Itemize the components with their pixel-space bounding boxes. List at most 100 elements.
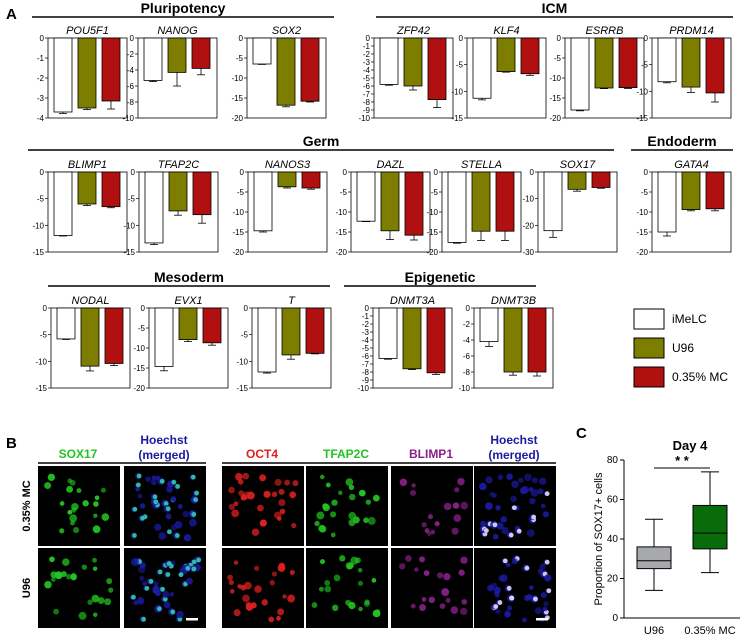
nucleus (443, 502, 452, 511)
bar-0-35-mc (300, 37, 320, 102)
nucleus (233, 609, 241, 617)
bar-0-35-mc (404, 171, 424, 236)
bar-chart-nanog: NANOG 0 -2 -4 -6 -8 -10 (122, 25, 218, 123)
bar-imelc (479, 307, 499, 342)
y-tick-label: 0 (40, 34, 45, 43)
bar-chart-sox2: SOX2 0 -5 -10 -15 -20 (231, 25, 327, 123)
nucleus (352, 516, 360, 524)
y-tick-label: -9 (362, 376, 370, 385)
y-tick-label: -20 (549, 114, 561, 123)
nucleus (443, 572, 451, 581)
bar-chart-nanos3: NANOS3 0 -5 -10 -15 -20 (232, 159, 328, 257)
co-stained-nucleus (190, 474, 196, 480)
y-tick-label: -4 (362, 336, 370, 345)
bar-0-35-mc (101, 37, 121, 102)
bar-0-35-mc (705, 37, 725, 94)
nucleus (108, 587, 114, 593)
co-stained-nucleus (492, 522, 498, 528)
nucleus (65, 573, 72, 580)
y-tick-label: -10 (32, 221, 44, 230)
y-tick-label: -10 (133, 344, 145, 353)
nucleus (91, 594, 100, 603)
y-tick-label: -15 (231, 94, 243, 103)
nucleus (104, 598, 112, 606)
nucleus (419, 556, 426, 563)
nucleus (458, 569, 465, 576)
bar-u96 (594, 37, 614, 89)
micrograph-background (222, 548, 304, 628)
bar-chart-dnmt3b: DNMT3B 0 -2 -4 -6 -8 -10 (458, 295, 554, 393)
channel-label-hoechst-merged: Hoechst (490, 433, 537, 447)
nucleus (439, 603, 446, 609)
y-tick-label: -20 (133, 384, 145, 393)
nucleus (529, 497, 536, 505)
nucleus (282, 594, 287, 599)
channel-label-sox17: SOX17 (59, 447, 98, 461)
y-tick-label: -10 (358, 114, 370, 123)
bar-0-35-mc (191, 37, 211, 69)
gene-title: SOX17 (560, 159, 596, 171)
bar-chart-prdm14: PRDM14 0 -5 -10 -15 (636, 25, 732, 123)
box-0-35-mc: 0.35% MC (684, 471, 736, 637)
nucleus (330, 532, 336, 538)
nucleus (539, 563, 546, 570)
gene-title: T (288, 295, 296, 307)
nucleus (183, 533, 192, 542)
bar-imelc (53, 37, 73, 113)
nucleus (53, 608, 60, 615)
gene-title: BLIMP1 (68, 159, 107, 171)
nucleus (419, 604, 427, 612)
nucleus (93, 513, 98, 518)
bar-0-35-mc (101, 171, 121, 208)
nucleus (345, 478, 354, 487)
y-tick-label: -15 (549, 94, 561, 103)
nucleus (331, 499, 338, 506)
nucleus (410, 489, 417, 496)
bar-0-35-mc (520, 37, 540, 75)
y-tick-label: -2 (363, 50, 371, 59)
nucleus (87, 599, 93, 605)
legend-label-u96: U96 (672, 341, 694, 355)
bar-u96 (567, 171, 587, 190)
nucleus (319, 474, 325, 480)
y-tick-label: 0 (244, 304, 249, 313)
nucleus (251, 528, 260, 536)
nucleus (522, 617, 527, 623)
bar-chart-tfap2c: TFAP2C 0 -5 -10 -15 (123, 159, 219, 257)
y-tick-label: -5 (128, 195, 136, 204)
y-tick-label: -5 (362, 344, 370, 353)
nucleus (495, 609, 501, 614)
nucleus (67, 478, 73, 484)
y-tick-label: -6 (463, 352, 471, 361)
nucleus (331, 604, 339, 612)
y-tick-label: -10 (451, 87, 463, 96)
bar-imelc (657, 37, 677, 83)
nucleus (92, 566, 98, 571)
y-tick-label: -10 (236, 357, 248, 366)
y-tick-label: -8 (463, 368, 471, 377)
nucleus (93, 501, 99, 507)
y-tick-label: -10 (232, 208, 244, 217)
y-tick-label: 80 (607, 455, 619, 466)
nucleus (150, 479, 157, 486)
nucleus (233, 501, 239, 507)
nucleus (227, 574, 233, 581)
y-tick-label: -15 (236, 384, 248, 393)
nucleus (158, 532, 167, 540)
nucleus (333, 574, 341, 582)
nucleus (242, 594, 250, 603)
row-label-u96: U96 (21, 578, 33, 598)
nucleus (348, 484, 355, 491)
nucleus (231, 509, 240, 518)
y-tick-label: 60 (607, 495, 619, 506)
bar-chart-stella: STELLA 0 -5 -10 -15 -20 (426, 159, 522, 257)
co-stained-nucleus (170, 609, 176, 615)
y-tick-label: -20 (522, 221, 534, 230)
nucleus (228, 579, 234, 586)
nucleus (133, 600, 139, 606)
co-stained-nucleus (160, 586, 166, 592)
channel-label-hoechst-merged: Hoechst (140, 433, 187, 447)
co-stained-nucleus (156, 606, 162, 612)
co-stained-nucleus (153, 499, 159, 505)
